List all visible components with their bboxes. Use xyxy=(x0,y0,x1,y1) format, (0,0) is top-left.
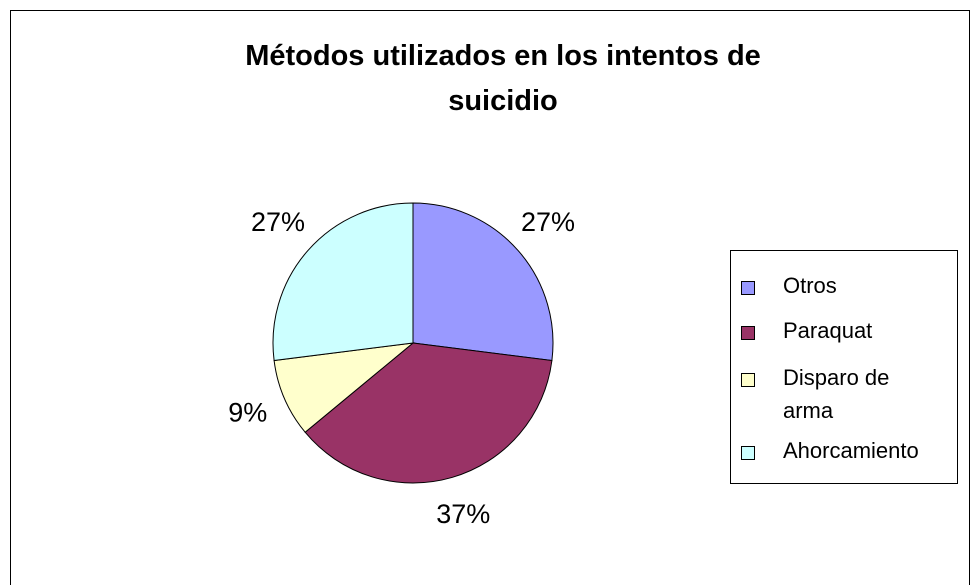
chart-border xyxy=(10,10,970,585)
pie-slice xyxy=(272,202,414,362)
legend-swatch xyxy=(741,326,755,340)
data-label: 9% xyxy=(228,398,267,428)
legend-item: Paraquat xyxy=(741,314,943,347)
legend-item: Otros xyxy=(741,269,943,302)
chart-title: Métodos utilizados en los intentos de su… xyxy=(245,40,761,117)
legend-swatch xyxy=(741,373,755,387)
data-label: 27% xyxy=(251,207,305,237)
legend-label: Ahorcamiento xyxy=(783,438,919,463)
legend-swatch xyxy=(741,281,755,295)
pie-slice xyxy=(273,342,415,433)
pie-slice xyxy=(304,342,553,484)
legend-swatch xyxy=(741,446,755,460)
pie-slice xyxy=(412,202,554,362)
legend: Otros Paraquat Disparo de arma Ahorcamiento xyxy=(730,250,958,484)
legend-label: Otros xyxy=(783,273,837,298)
legend-item: Disparo de arma xyxy=(741,361,943,427)
data-label: 27% xyxy=(521,207,575,237)
legend-label: Disparo de arma xyxy=(783,365,890,423)
legend-item: Ahorcamiento xyxy=(741,434,943,467)
data-label: 37% xyxy=(436,499,490,529)
legend-label: Paraquat xyxy=(783,318,873,343)
